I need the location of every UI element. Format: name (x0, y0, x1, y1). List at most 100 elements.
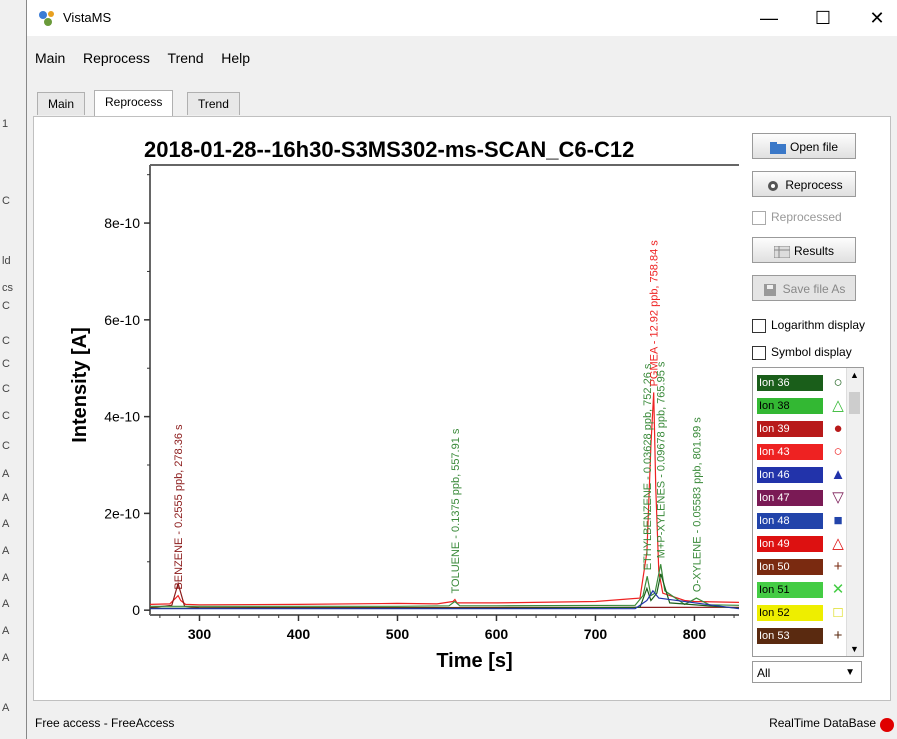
ion-label: Ion 47 (757, 490, 823, 506)
close-button[interactable]: ✕ (869, 8, 885, 28)
y-tick-label: 2e-10 (104, 505, 140, 521)
status-database: RealTime DataBase (769, 716, 876, 730)
ion-symbol-icon: ✕ (831, 581, 845, 598)
peak-annotation: ETHYLBENZENE - 0.03628 ppb, 752.26 s (642, 363, 654, 570)
ion-symbol-icon: △ (832, 535, 844, 552)
open-file-label: Open file (789, 140, 839, 154)
ion-row[interactable]: Ion 38 △ (757, 395, 845, 417)
ion-label: Ion 52 (757, 605, 823, 621)
chromatogram-chart: 0 2e-10 4e-10 6e-10 8e-10 300 400 500 600 700 800 T… (69, 164, 740, 672)
ion-label: Ion 39 (757, 421, 823, 437)
peak-annotation: BENZENE - 0.2555 ppb, 278.36 s (173, 424, 185, 590)
ion-row[interactable]: Ion 36 ○ (757, 372, 845, 394)
ion-row[interactable]: Ion 52 □ (757, 602, 845, 624)
ion-list-scrollbar[interactable]: ▲ ▼ (846, 368, 863, 656)
background-glyph: A (2, 572, 10, 584)
background-glyph: A (2, 598, 10, 610)
title-bar: VistaMS — ☐ ✕ (27, 0, 897, 36)
ion-symbol-icon: + (833, 558, 843, 575)
table-icon (773, 245, 790, 258)
background-glyph: A (2, 518, 10, 530)
tab-trend[interactable]: Trend (187, 92, 240, 115)
y-axis-label: Intensity [A] (69, 327, 91, 443)
background-glyph: C (2, 335, 10, 347)
peak-annotation: PGMEA - 12.92 ppb, 758.84 s (649, 240, 661, 387)
scroll-up-icon[interactable]: ▲ (850, 370, 859, 380)
ion-label: Ion 48 (757, 513, 823, 529)
gear-icon (768, 180, 779, 191)
reprocess-label: Reprocess (785, 178, 843, 192)
tab-reprocess[interactable]: Reprocess (94, 90, 174, 116)
background-glyph: A (2, 492, 10, 504)
reprocessed-checkbox[interactable]: Reprocessed (752, 209, 842, 225)
y-tick-label: 8e-10 (104, 215, 140, 231)
background-glyph: A (2, 625, 10, 637)
series-line (150, 589, 740, 610)
background-glyph: C (2, 195, 10, 207)
ion-filter-value: All (757, 666, 771, 680)
background-glyph: cs (2, 282, 13, 294)
background-glyph: C (2, 300, 10, 312)
minimize-button[interactable]: — (760, 8, 778, 28)
scroll-down-icon[interactable]: ▼ (850, 644, 859, 654)
background-glyph: A (2, 545, 10, 557)
x-tick-label: 700 (584, 626, 608, 642)
plot-area (150, 165, 739, 615)
ion-row[interactable]: Ion 53 + (757, 625, 845, 647)
logarithm-display-checkbox[interactable]: Logarithm display (752, 317, 865, 333)
ion-row[interactable]: Ion 48 ■ (757, 510, 845, 532)
menu-help[interactable]: Help (221, 50, 251, 66)
menu-main[interactable]: Main (35, 50, 66, 66)
logarithm-checkbox-box (752, 318, 766, 333)
x-tick-label: 800 (683, 626, 707, 642)
background-glyph: 1 (2, 118, 9, 130)
ion-symbol-icon: ▲ (830, 466, 846, 483)
ion-row[interactable]: Ion 46 ▲ (757, 464, 845, 486)
menu-trend[interactable]: Trend (167, 50, 204, 66)
background-glyph: C (2, 440, 10, 452)
status-bar: Free access - FreeAccess RealTime DataBa… (27, 712, 897, 739)
y-tick-label: 0 (132, 602, 140, 618)
open-file-button[interactable]: Open file (752, 133, 856, 159)
database-status-indicator (880, 718, 894, 732)
ion-list[interactable]: ▲ ▼ Ion 36 ○ Ion 38 △ Ion 39 ● Ion 43 ○ Ion 46 ▲ I… (752, 367, 864, 657)
ion-row[interactable]: Ion 51 ✕ (757, 579, 845, 601)
ion-row[interactable]: Ion 49 △ (757, 533, 845, 555)
peak-annotation: TOLUENE - 0.1375 ppb, 557.91 s (450, 428, 462, 593)
ion-label: Ion 50 (757, 559, 823, 575)
reprocess-button[interactable]: Reprocess (752, 171, 856, 197)
logarithm-label: Logarithm display (771, 318, 866, 332)
menu-reprocess[interactable]: Reprocess (82, 50, 150, 66)
folder-icon (769, 141, 786, 154)
reprocessed-label: Reprocessed (771, 210, 842, 224)
app-logo-icon (39, 11, 54, 26)
ion-symbol-icon: + (833, 627, 843, 644)
ion-row[interactable]: Ion 43 ○ (757, 441, 845, 463)
status-access: Free access - FreeAccess (35, 716, 175, 730)
ion-row[interactable]: Ion 39 ● (757, 418, 845, 440)
ion-filter-select[interactable]: All ▼ (752, 661, 862, 683)
symbol-display-checkbox[interactable]: Symbol display (752, 344, 852, 360)
ion-label: Ion 51 (757, 582, 823, 598)
results-label: Results (793, 244, 834, 258)
menu-bar: Main Reprocess Trend Help (27, 50, 256, 74)
ion-symbol-icon: ▽ (832, 489, 844, 506)
tab-main[interactable]: Main (37, 92, 86, 115)
x-tick-label: 500 (386, 626, 410, 642)
scroll-thumb[interactable] (849, 392, 860, 414)
ion-row[interactable]: Ion 47 ▽ (757, 487, 845, 509)
ion-row[interactable]: Ion 50 + (757, 556, 845, 578)
ion-label: Ion 49 (757, 536, 823, 552)
ion-label: Ion 46 (757, 467, 823, 483)
y-tick-label: 4e-10 (104, 409, 140, 425)
background-glyph: A (2, 468, 10, 480)
results-button[interactable]: Results (752, 237, 856, 263)
chevron-down-icon: ▼ (845, 667, 855, 678)
save-file-as-button[interactable]: Save file As (752, 275, 856, 301)
peak-annotation: O-XYLENE - 0.05583 ppb, 801.99 s (691, 417, 703, 592)
save-file-as-label: Save file As (782, 282, 846, 296)
maximize-button[interactable]: ☐ (814, 8, 832, 28)
chart-title: 2018-01-28--16h30-S3MS302-ms-SCAN_C6-C12 (144, 137, 635, 162)
ion-symbol-icon: ○ (833, 443, 843, 460)
ion-label: Ion 36 (757, 375, 823, 391)
